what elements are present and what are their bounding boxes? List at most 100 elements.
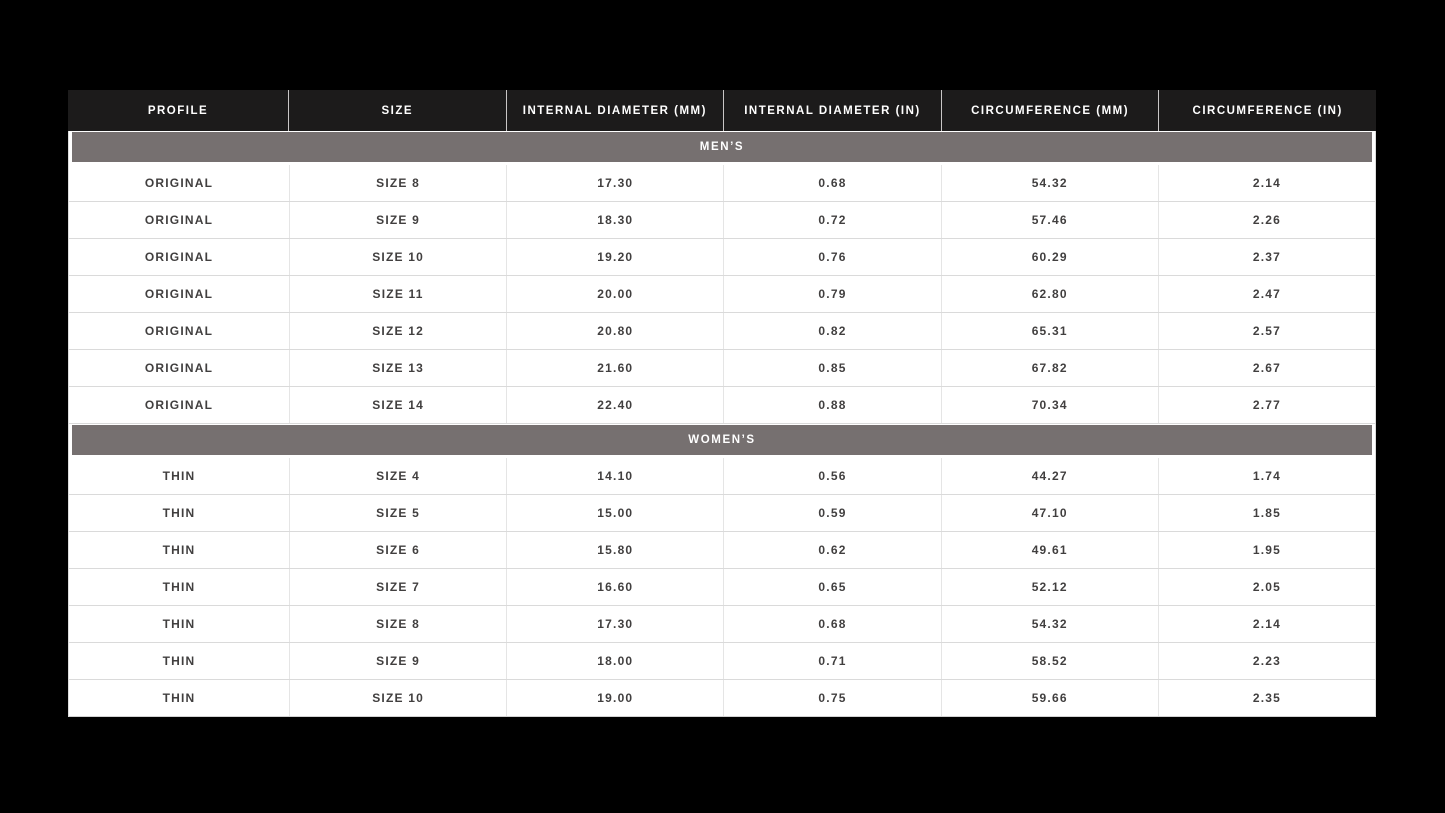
table-cell: THIN xyxy=(162,617,196,631)
table-cell: 60.29 xyxy=(940,239,1158,275)
table-row: ORIGINAL SIZE 13 21.60 0.85 67.82 2.67 xyxy=(69,350,1375,387)
table-row: ORIGINAL SIZE 9 18.30 0.72 57.46 2.26 xyxy=(69,202,1375,239)
table-cell: 17.30 xyxy=(506,165,723,201)
table-cell: 0.68 xyxy=(723,165,940,201)
table-cell: ORIGINAL xyxy=(144,361,214,375)
table-cell: 0.59 xyxy=(723,495,940,531)
column-header-internal-diameter-in: INTERNAL DIAMETER (IN) xyxy=(723,90,941,131)
table-cell: SIZE 8 xyxy=(289,165,506,201)
table-cell: 20.80 xyxy=(506,313,723,349)
table-row: THIN SIZE 5 15.00 0.59 47.10 1.85 xyxy=(69,495,1375,532)
table-cell: SIZE 13 xyxy=(289,350,506,386)
table-cell: 62.80 xyxy=(940,276,1158,312)
table-cell: 0.65 xyxy=(723,569,940,605)
table-body: MEN’S ORIGINAL SIZE 8 17.30 0.68 54.32 2.14 ORI… xyxy=(68,131,1376,717)
table-cell: 2.35 xyxy=(1157,680,1375,716)
table-cell: SIZE 10 xyxy=(289,239,506,275)
table-cell: 15.00 xyxy=(506,495,723,531)
table-cell: ORIGINAL xyxy=(144,213,214,227)
table-cell: SIZE 10 xyxy=(289,680,506,716)
table-cell: 19.00 xyxy=(506,680,723,716)
table-cell: 14.10 xyxy=(506,458,723,494)
table-cell: SIZE 8 xyxy=(289,606,506,642)
table-cell: 70.34 xyxy=(940,387,1158,423)
table-cell: ORIGINAL xyxy=(144,176,214,190)
table-cell: 0.71 xyxy=(723,643,940,679)
table-cell: 58.52 xyxy=(940,643,1158,679)
column-header-circumference-mm: CIRCUMFERENCE (MM) xyxy=(940,90,1159,131)
table-row: THIN SIZE 8 17.30 0.68 54.32 2.14 xyxy=(69,606,1375,643)
table-cell: 54.32 xyxy=(940,606,1158,642)
table-row: THIN SIZE 9 18.00 0.71 58.52 2.23 xyxy=(69,643,1375,680)
table-cell: SIZE 4 xyxy=(289,458,506,494)
table-cell: 2.67 xyxy=(1157,350,1375,386)
table-cell: 52.12 xyxy=(940,569,1158,605)
table-cell: SIZE 11 xyxy=(289,276,506,312)
table-cell: 0.68 xyxy=(723,606,940,642)
section-label: MEN’S xyxy=(72,132,1372,162)
table-cell: THIN xyxy=(162,580,196,594)
table-cell: 2.14 xyxy=(1157,165,1375,201)
table-row: THIN SIZE 10 19.00 0.75 59.66 2.35 xyxy=(69,680,1375,717)
table-cell: THIN xyxy=(162,543,196,557)
column-header-size: SIZE xyxy=(288,90,506,131)
table-cell: 2.47 xyxy=(1157,276,1375,312)
table-row: ORIGINAL SIZE 12 20.80 0.82 65.31 2.57 xyxy=(69,313,1375,350)
table-cell: 19.20 xyxy=(506,239,723,275)
table-cell: 0.85 xyxy=(723,350,940,386)
table-cell: 0.76 xyxy=(723,239,940,275)
table-cell: SIZE 12 xyxy=(289,313,506,349)
table-cell: 0.82 xyxy=(723,313,940,349)
table-cell: 15.80 xyxy=(506,532,723,568)
table-row: ORIGINAL SIZE 11 20.00 0.79 62.80 2.47 xyxy=(69,276,1375,313)
table-cell: THIN xyxy=(162,691,196,705)
table-cell: SIZE 9 xyxy=(289,643,506,679)
table-cell: SIZE 5 xyxy=(289,495,506,531)
table-cell: 0.72 xyxy=(723,202,940,238)
table-cell: SIZE 14 xyxy=(289,387,506,423)
table-cell: 17.30 xyxy=(506,606,723,642)
table-cell: 2.23 xyxy=(1157,643,1375,679)
column-header-circumference-in: CIRCUMFERENCE (IN) xyxy=(1158,90,1376,131)
table-cell: 0.75 xyxy=(723,680,940,716)
table-cell: SIZE 6 xyxy=(289,532,506,568)
table-cell: SIZE 7 xyxy=(289,569,506,605)
table-cell: 2.37 xyxy=(1157,239,1375,275)
table-row: ORIGINAL SIZE 10 19.20 0.76 60.29 2.37 xyxy=(69,239,1375,276)
section-header-mens: MEN’S xyxy=(69,131,1375,165)
table-cell: 0.56 xyxy=(723,458,940,494)
table-cell: ORIGINAL xyxy=(144,287,214,301)
table-cell: THIN xyxy=(162,506,196,520)
table-cell: 1.74 xyxy=(1157,458,1375,494)
table-cell: 65.31 xyxy=(940,313,1158,349)
table-cell: 1.95 xyxy=(1157,532,1375,568)
table-cell: 2.05 xyxy=(1157,569,1375,605)
table-cell: 44.27 xyxy=(940,458,1158,494)
table-cell: 16.60 xyxy=(506,569,723,605)
table-cell: 2.14 xyxy=(1157,606,1375,642)
column-header-profile: PROFILE xyxy=(147,104,209,117)
table-header-row: PROFILE SIZE INTERNAL DIAMETER (MM) INTE… xyxy=(68,90,1376,131)
table-cell: THIN xyxy=(162,654,196,668)
table-row: THIN SIZE 7 16.60 0.65 52.12 2.05 xyxy=(69,569,1375,606)
table-cell: 54.32 xyxy=(940,165,1158,201)
ring-size-chart-table: PROFILE SIZE INTERNAL DIAMETER (MM) INTE… xyxy=(68,90,1376,717)
table-cell: 18.00 xyxy=(506,643,723,679)
table-cell: ORIGINAL xyxy=(144,250,214,264)
table-row: ORIGINAL SIZE 8 17.30 0.68 54.32 2.14 xyxy=(69,165,1375,202)
section-header-womens: WOMEN’S xyxy=(69,424,1375,458)
table-cell: 59.66 xyxy=(940,680,1158,716)
table-cell: 20.00 xyxy=(506,276,723,312)
table-row: THIN SIZE 4 14.10 0.56 44.27 1.74 xyxy=(69,458,1375,495)
table-cell: 67.82 xyxy=(940,350,1158,386)
table-cell: 49.61 xyxy=(940,532,1158,568)
column-header-internal-diameter-mm: INTERNAL DIAMETER (MM) xyxy=(505,90,724,131)
table-cell: 0.88 xyxy=(723,387,940,423)
table-cell: ORIGINAL xyxy=(144,398,214,412)
table-cell: THIN xyxy=(162,469,196,483)
section-label: WOMEN’S xyxy=(72,425,1372,455)
table-cell: ORIGINAL xyxy=(144,324,214,338)
table-cell: 57.46 xyxy=(940,202,1158,238)
table-cell: 22.40 xyxy=(506,387,723,423)
